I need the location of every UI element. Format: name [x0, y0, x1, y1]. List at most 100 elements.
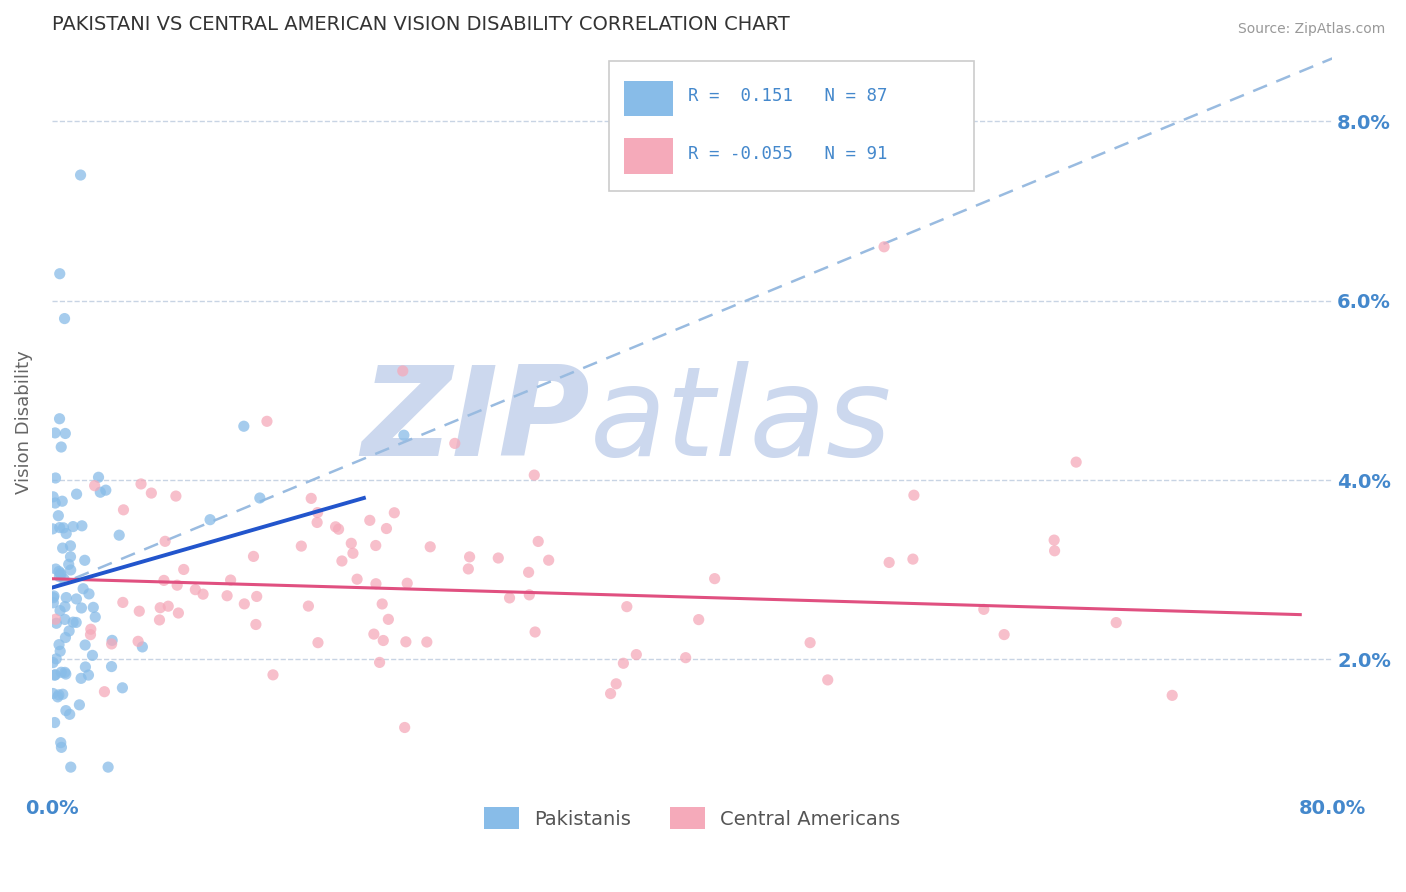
Point	[443, 436, 465, 450]
Point	[45, 616, 67, 631]
Point	[157, 599, 180, 614]
Point	[42, 589, 65, 603]
Point	[153, 574, 176, 588]
Point	[42, 490, 65, 504]
Point	[44, 471, 66, 485]
Point	[396, 576, 419, 591]
Point	[44, 715, 66, 730]
Text: atlas: atlas	[589, 361, 891, 483]
Point	[307, 635, 329, 649]
Point	[256, 414, 278, 428]
Point	[537, 553, 560, 567]
Point	[46, 508, 69, 523]
Point	[44, 668, 66, 682]
Point	[70, 671, 93, 685]
Text: Source: ZipAtlas.com: Source: ZipAtlas.com	[1237, 22, 1385, 37]
Point	[340, 536, 363, 550]
Point	[44, 612, 66, 626]
Point	[903, 488, 925, 502]
Point	[198, 513, 221, 527]
Point	[94, 483, 117, 498]
Point	[382, 506, 405, 520]
Point	[42, 656, 65, 670]
Point	[53, 572, 76, 586]
Point	[392, 428, 415, 442]
Point	[55, 591, 77, 605]
Point	[52, 687, 75, 701]
Point	[486, 551, 509, 566]
Point	[48, 688, 70, 702]
Point	[688, 613, 710, 627]
Point	[242, 549, 264, 564]
Point	[626, 648, 648, 662]
Point	[46, 690, 69, 704]
Point	[111, 681, 134, 695]
Point	[93, 684, 115, 698]
Point	[364, 539, 387, 553]
FancyBboxPatch shape	[609, 61, 974, 191]
Point	[330, 554, 353, 568]
Point	[246, 590, 269, 604]
Point	[51, 494, 73, 508]
FancyBboxPatch shape	[624, 80, 673, 117]
Point	[41, 522, 63, 536]
Point	[325, 520, 347, 534]
Point	[48, 520, 70, 534]
Point	[359, 513, 381, 527]
Point	[70, 601, 93, 615]
Point	[901, 552, 924, 566]
Point	[817, 673, 839, 687]
Point	[42, 591, 65, 605]
Point	[53, 599, 76, 614]
Point	[108, 528, 131, 542]
Point	[80, 622, 103, 636]
Point	[416, 635, 439, 649]
Point	[111, 595, 134, 609]
Point	[44, 425, 66, 440]
Point	[100, 659, 122, 673]
Point	[42, 596, 65, 610]
Point	[65, 615, 87, 630]
Legend: Pakistanis, Central Americans: Pakistanis, Central Americans	[475, 800, 908, 837]
Point	[69, 168, 91, 182]
Point	[48, 565, 70, 579]
Point	[89, 485, 111, 500]
Point	[1105, 615, 1128, 630]
Point	[364, 576, 387, 591]
Point	[55, 667, 77, 681]
Point	[53, 311, 76, 326]
Point	[72, 582, 94, 596]
Point	[232, 419, 254, 434]
Point	[328, 522, 350, 536]
Point	[59, 760, 82, 774]
Point	[141, 486, 163, 500]
Point	[53, 665, 76, 680]
Point	[131, 640, 153, 654]
Point	[375, 522, 398, 536]
Point	[97, 760, 120, 774]
Point	[49, 566, 72, 581]
Point	[1064, 455, 1087, 469]
Point	[524, 625, 547, 640]
Point	[371, 597, 394, 611]
Point	[77, 668, 100, 682]
FancyBboxPatch shape	[624, 138, 673, 174]
Point	[675, 650, 697, 665]
Point	[377, 612, 399, 626]
Point	[67, 698, 90, 712]
Point	[307, 506, 329, 520]
Point	[1161, 689, 1184, 703]
Point	[77, 587, 100, 601]
Point	[45, 652, 67, 666]
Point	[307, 516, 329, 530]
Point	[148, 613, 170, 627]
Point	[52, 521, 75, 535]
Point	[101, 633, 124, 648]
Point	[49, 604, 72, 618]
Point	[58, 558, 80, 572]
Point	[73, 553, 96, 567]
Point	[612, 657, 634, 671]
Point	[62, 519, 84, 533]
Point	[62, 615, 84, 629]
Point	[84, 610, 107, 624]
